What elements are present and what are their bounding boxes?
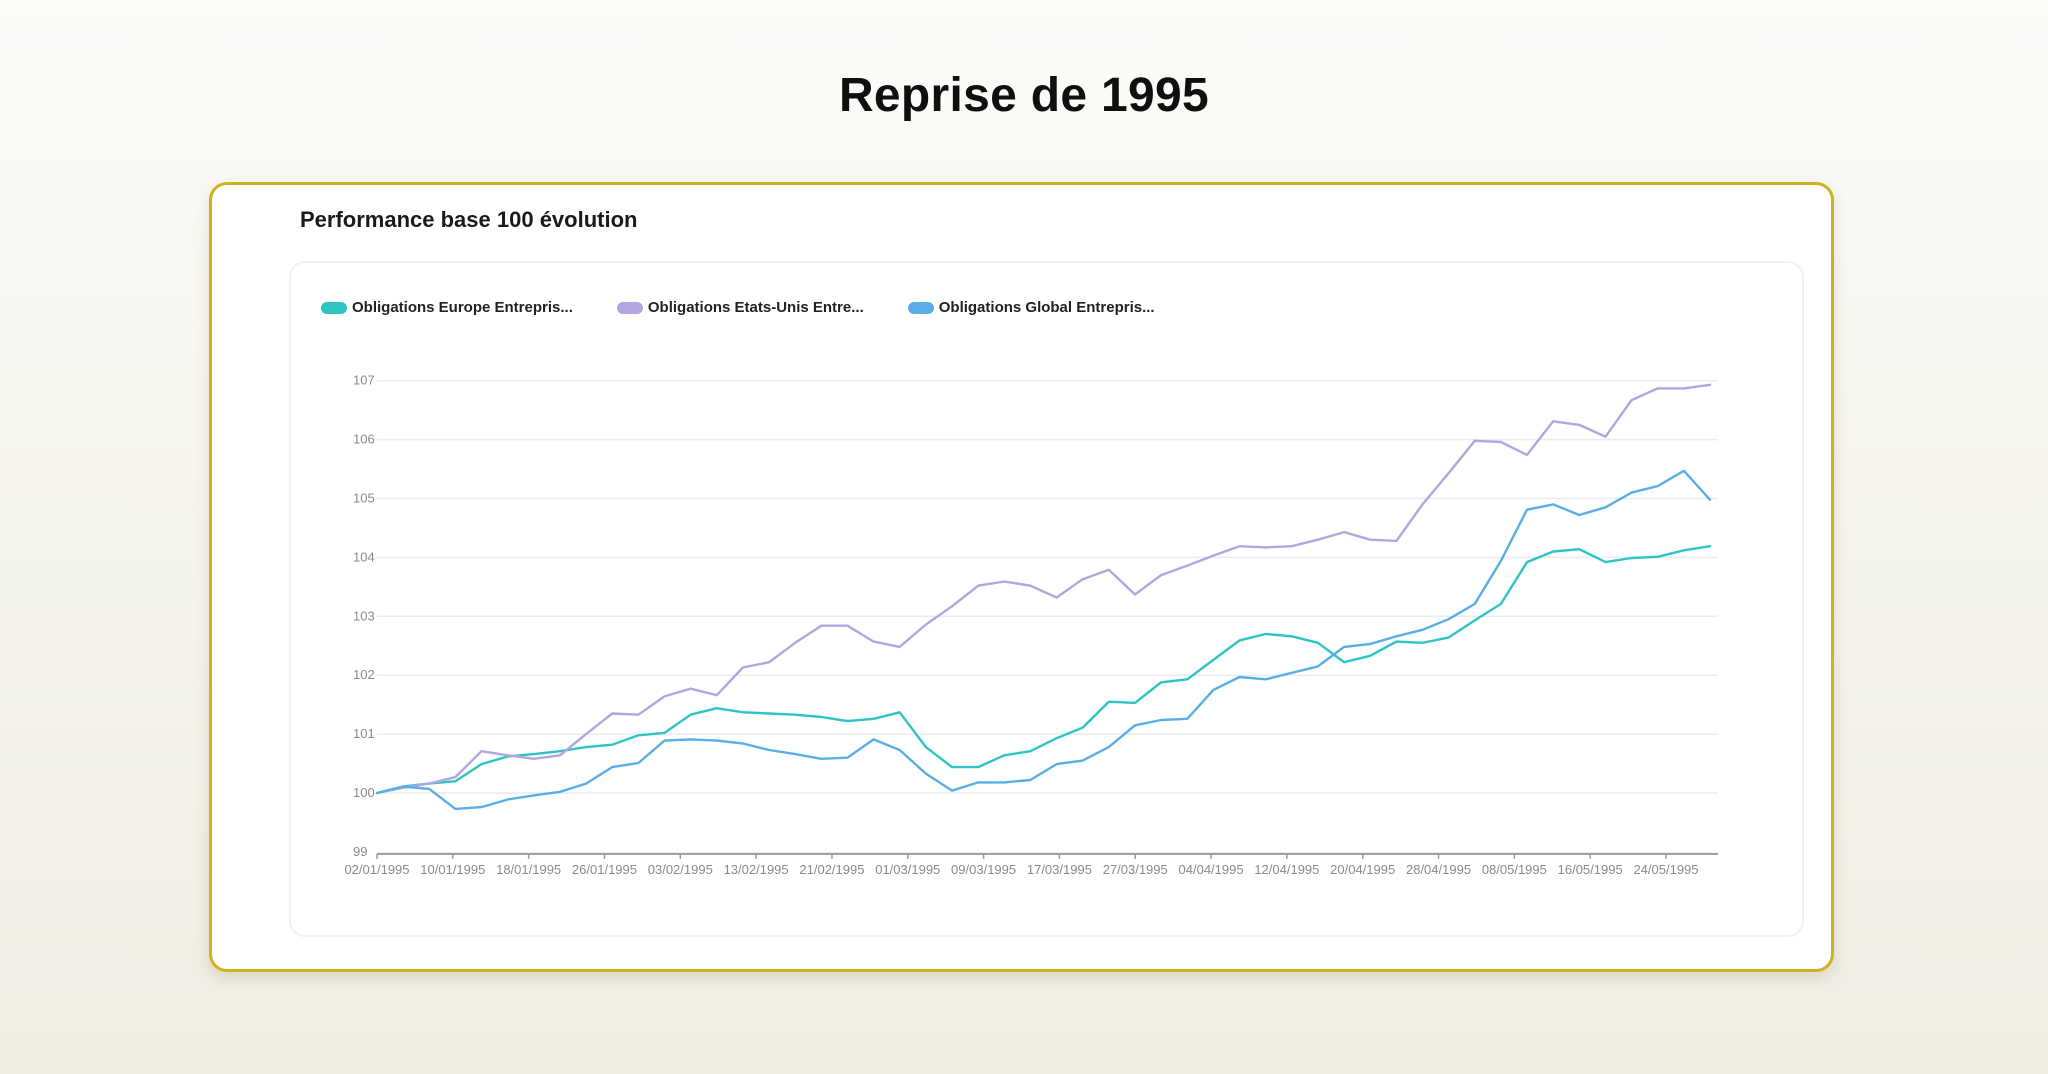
series-line-0[interactable]: [375, 545, 1712, 795]
y-tick-label: 107: [353, 373, 375, 388]
legend-label: Obligations Global Entrepris...: [938, 299, 1155, 316]
y-tick-label: 100: [353, 785, 375, 800]
legend-label: Obligations Europe Entrepris...: [352, 299, 573, 316]
y-tick-label: 106: [353, 432, 375, 447]
x-tick-label: 28/04/1995: [1406, 862, 1471, 877]
x-tick-label: 09/03/1995: [951, 862, 1016, 877]
line-chart: 99 100 101 102 103 104 105 106 107 02/01/1995 10/0…: [344, 373, 1718, 877]
x-tick-label: 16/05/1995: [1558, 862, 1623, 877]
x-tick-label: 04/04/1995: [1179, 862, 1244, 877]
y-tick-label: 99: [353, 844, 367, 859]
x-tick-label: 08/05/1995: [1482, 862, 1547, 877]
x-tick-label: 27/03/1995: [1103, 862, 1168, 877]
y-tick-label: 103: [353, 608, 375, 623]
series-line-1[interactable]: [375, 383, 1712, 795]
y-tick-label: 105: [353, 491, 375, 506]
x-tick-label: 18/01/1995: [496, 862, 561, 877]
x-tick-label: 01/03/1995: [875, 862, 940, 877]
x-tick-label: 26/01/1995: [572, 862, 637, 877]
legend-swatch-icon: [321, 301, 347, 314]
y-tick-label: 102: [353, 667, 375, 682]
legend-item-global[interactable]: Obligations Global Entrepris...: [907, 299, 1155, 316]
x-tick-label: 13/02/1995: [724, 862, 789, 877]
card-title: Performance base 100 évolution: [300, 207, 638, 232]
y-tick-label: 101: [353, 726, 375, 741]
legend-item-etats-unis[interactable]: Obligations Etats-Unis Entre...: [616, 299, 864, 316]
legend-item-europe[interactable]: Obligations Europe Entrepris...: [321, 299, 573, 316]
x-tick-label: 17/03/1995: [1027, 862, 1092, 877]
x-tick-label: 20/04/1995: [1330, 862, 1395, 877]
legend-swatch-icon: [907, 301, 934, 314]
chart-legend: Obligations Europe Entrepris... Obligati…: [321, 299, 1155, 316]
page-title: Reprise de 1995: [838, 69, 1210, 122]
y-tick-label: 104: [353, 549, 375, 564]
x-tick-label: 21/02/1995: [799, 862, 864, 877]
x-tick-label: 12/04/1995: [1254, 862, 1319, 877]
x-tick-label: 03/02/1995: [648, 862, 713, 877]
series-line-2[interactable]: [375, 469, 1712, 811]
legend-swatch-icon: [616, 301, 643, 314]
legend-label: Obligations Etats-Unis Entre...: [647, 299, 864, 316]
x-tick-label: 10/01/1995: [420, 862, 485, 877]
chart-card: Performance base 100 évolution Obligatio…: [209, 182, 1834, 972]
chart-panel: Obligations Europe Entrepris... Obligati…: [289, 261, 1804, 937]
x-tick-label: 02/01/1995: [344, 862, 409, 877]
x-tick-label: 24/05/1995: [1633, 862, 1698, 877]
